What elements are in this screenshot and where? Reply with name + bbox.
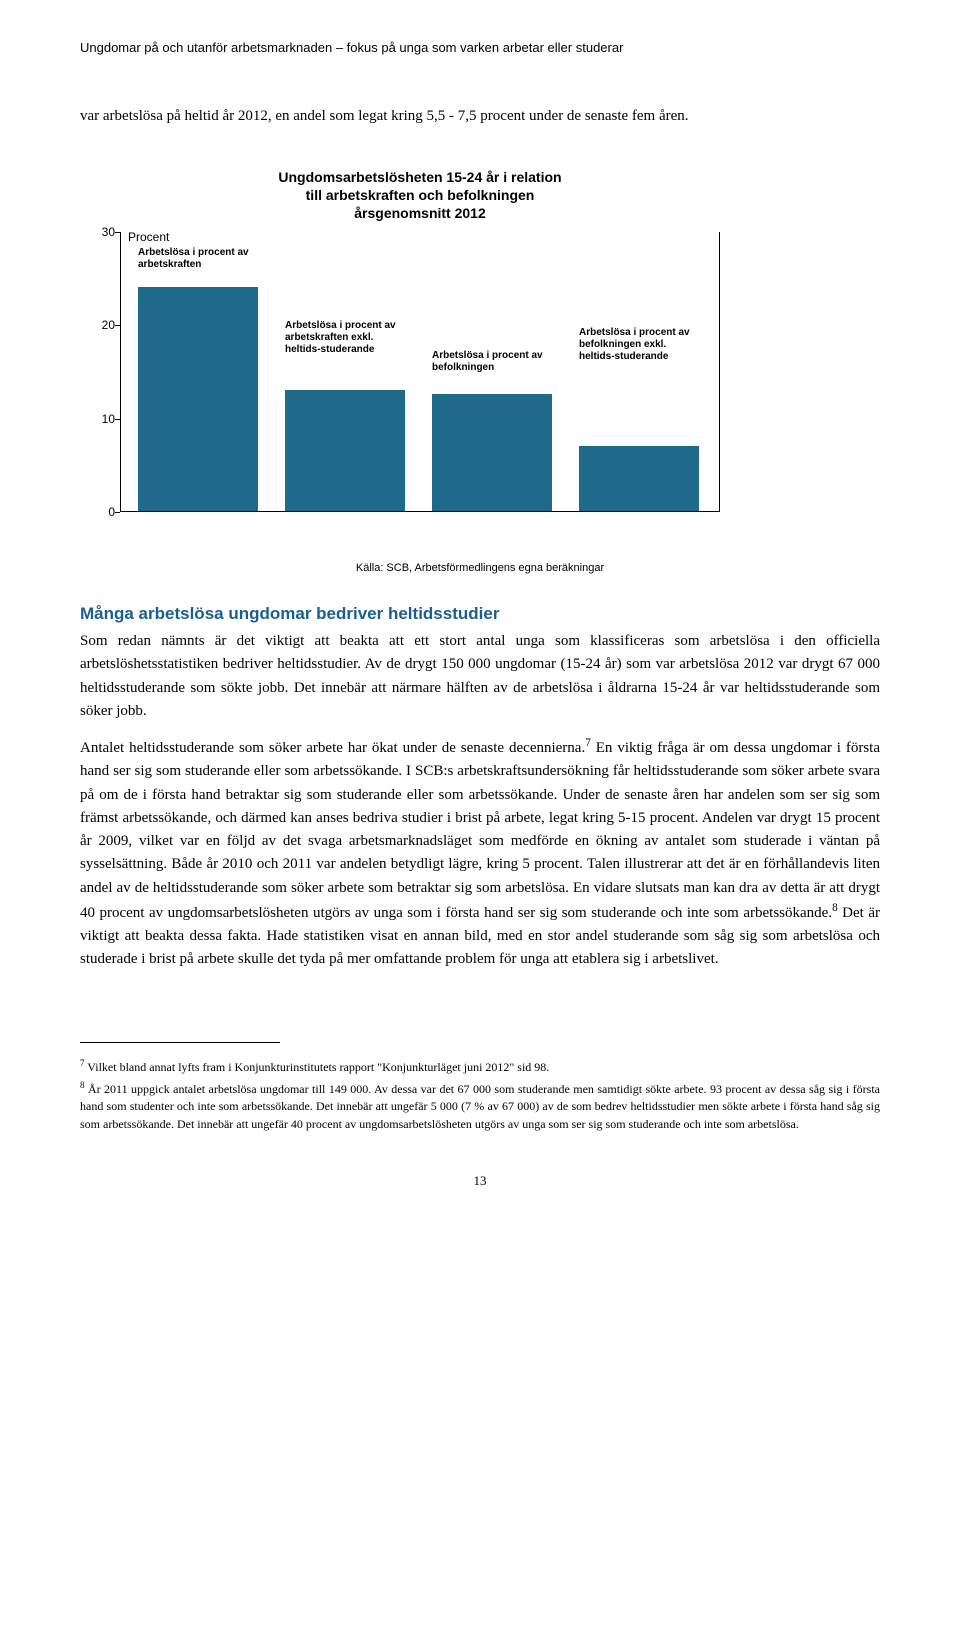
y-tick-0: 0 — [90, 505, 115, 519]
y-tick-mark — [115, 232, 120, 233]
paragraph-1: Som redan nämnts är det viktigt att beak… — [80, 630, 880, 723]
para2-b: En viktig fråga är om dessa ungdomar i f… — [80, 740, 880, 921]
footnote-8-text: År 2011 uppgick antalet arbetslösa ungdo… — [80, 1082, 880, 1131]
bar-2 — [432, 394, 552, 511]
chart-title-line3: årsgenomsnitt 2012 — [354, 205, 486, 221]
y-tick-mark — [115, 512, 120, 513]
chart-plot: Procent 30 20 10 0 Arbetslösa i procent … — [120, 232, 720, 512]
bar-label-2: Arbetslösa i procent av befolkningen — [432, 350, 547, 374]
footnote-8: 8 År 2011 uppgick antalet arbetslösa ung… — [80, 1079, 880, 1133]
bar-1 — [285, 390, 405, 511]
y-tick-30: 30 — [90, 225, 115, 239]
section-heading: Många arbetslösa ungdomar bedriver helti… — [80, 604, 880, 624]
y-tick-mark — [115, 325, 120, 326]
footnote-separator — [80, 1042, 280, 1043]
footnote-num-7: 7 — [80, 1058, 85, 1068]
y-tick-10: 10 — [90, 412, 115, 426]
y-tick-20: 20 — [90, 318, 115, 332]
bar-3 — [579, 446, 699, 511]
footnote-7: 7 Vilket bland annat lyfts fram i Konjun… — [80, 1057, 880, 1076]
bar-label-1: Arbetslösa i procent av arbetskraften ex… — [285, 320, 400, 356]
bar-chart: Ungdomsarbetslösheten 15-24 år i relatio… — [120, 168, 720, 513]
bar-0 — [138, 287, 258, 511]
paragraph-2: Antalet heltidsstuderande som söker arbe… — [80, 735, 880, 972]
bar-label-0: Arbetslösa i procent av arbetskraften — [138, 247, 253, 271]
intro-text: var arbetslösa på heltid år 2012, en and… — [80, 105, 880, 128]
bar-label-3: Arbetslösa i procent av befolkningen exk… — [579, 327, 694, 363]
page-number: 13 — [80, 1173, 880, 1189]
document-header: Ungdomar på och utanför arbetsmarknaden … — [80, 40, 880, 55]
chart-title-line1: Ungdomsarbetslösheten 15-24 år i relatio… — [278, 169, 561, 185]
chart-caption: Källa: SCB, Arbetsförmedlingens egna ber… — [80, 562, 880, 574]
footnote-num-8: 8 — [80, 1080, 85, 1090]
y-tick-mark — [115, 419, 120, 420]
para2-a: Antalet heltidsstuderande som söker arbe… — [80, 740, 585, 756]
y-axis-unit: Procent — [128, 230, 169, 244]
footnote-7-text: Vilket bland annat lyfts fram i Konjunkt… — [87, 1060, 549, 1074]
chart-title: Ungdomsarbetslösheten 15-24 år i relatio… — [120, 168, 720, 223]
chart-title-line2: till arbetskraften och befolkningen — [306, 187, 535, 203]
